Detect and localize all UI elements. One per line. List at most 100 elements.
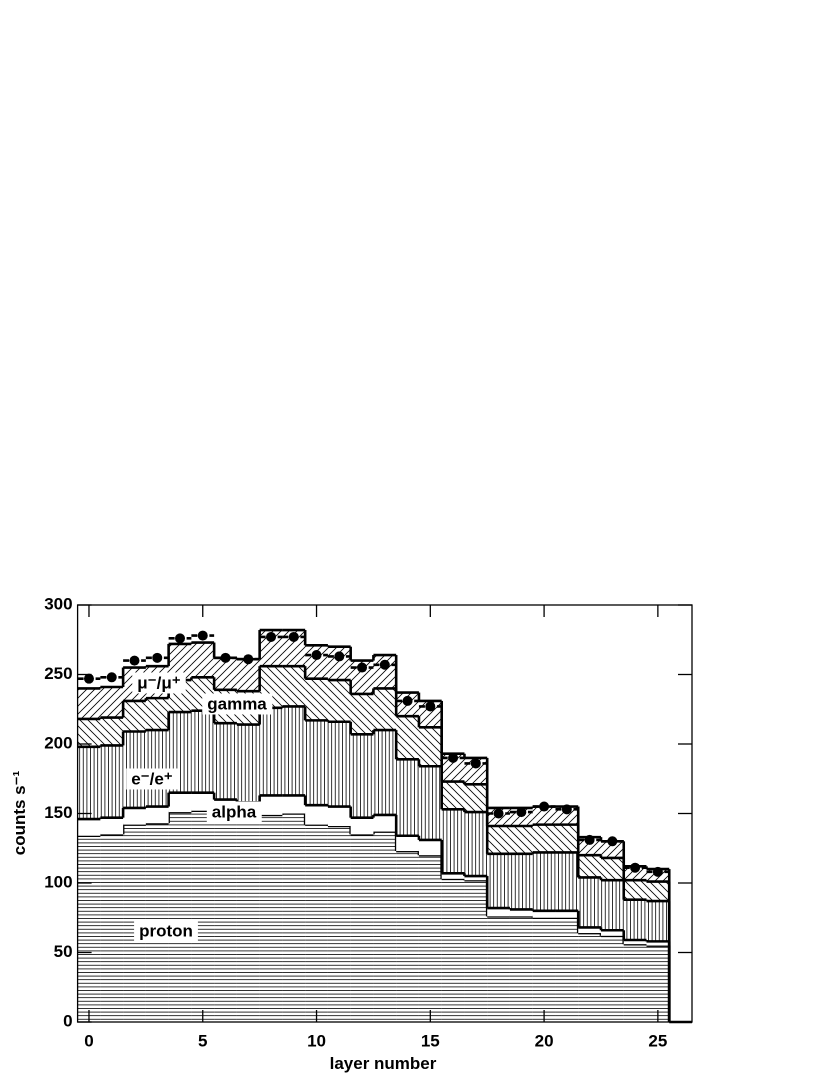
data-point	[425, 701, 436, 712]
histogram-segment	[259, 795, 283, 815]
data-point	[220, 652, 231, 663]
y-tick-label: 100	[44, 872, 72, 891]
histogram-segment	[350, 834, 374, 1022]
histogram-segment	[555, 917, 579, 1022]
data-point	[402, 695, 413, 706]
histogram-segment	[441, 809, 465, 874]
histogram-segment	[168, 643, 192, 681]
histogram-segment	[578, 877, 601, 928]
data-point	[539, 801, 550, 812]
histogram-segment	[464, 812, 488, 877]
histogram-segment	[532, 852, 556, 911]
y-tick-label: 150	[44, 803, 72, 822]
histogram-segment	[168, 812, 192, 1022]
histogram-segment	[259, 814, 283, 1022]
histogram-segment	[77, 688, 101, 719]
data-point	[129, 655, 140, 666]
histogram-segment	[600, 930, 624, 936]
histogram-segment	[555, 852, 579, 911]
histogram-segment	[214, 657, 237, 690]
data-point	[357, 662, 368, 673]
histogram-segment	[578, 837, 601, 856]
data-point	[152, 652, 163, 663]
histogram-segment	[77, 718, 101, 747]
data-point	[652, 866, 663, 877]
histogram-segment	[77, 819, 101, 836]
histogram-segment	[487, 853, 510, 909]
histogram-segment	[532, 806, 556, 825]
histogram-segment	[145, 730, 169, 807]
histogram-segment	[327, 826, 351, 1022]
histogram-segment	[191, 642, 215, 678]
data-point	[83, 673, 94, 684]
series-label: e⁻/e⁺	[131, 769, 173, 788]
y-tick-label: 300	[44, 594, 72, 613]
histogram-segment	[464, 784, 488, 813]
data-point	[607, 836, 618, 847]
histogram-segment	[646, 945, 670, 1022]
histogram-segment	[168, 792, 192, 813]
data-point	[470, 758, 481, 769]
histogram-segment	[646, 941, 670, 946]
x-tick-label: 25	[648, 1031, 667, 1050]
histogram-segment	[236, 659, 260, 692]
histogram-segment	[555, 910, 579, 918]
histogram-segment	[373, 655, 397, 689]
histogram-segment	[396, 716, 419, 760]
histogram-segment	[214, 816, 237, 1022]
histogram-segment	[305, 824, 328, 1022]
histogram-segment	[646, 881, 670, 902]
histogram-segment	[555, 806, 579, 825]
histogram-segment	[282, 630, 306, 667]
histogram-segment	[396, 759, 419, 836]
histogram-segment	[623, 939, 647, 945]
histogram-segment	[123, 807, 146, 825]
histogram-segment	[555, 824, 579, 853]
data-point	[379, 659, 390, 670]
x-tick-label: 15	[421, 1031, 440, 1050]
histogram-segment	[305, 678, 328, 721]
histogram-segment	[487, 916, 510, 1022]
histogram-segment	[191, 810, 215, 1022]
histogram-segment	[418, 855, 442, 1022]
histogram-segment	[350, 734, 374, 818]
label-background	[202, 693, 273, 715]
histogram-segment	[646, 901, 670, 942]
histogram-segment	[532, 910, 556, 918]
histogram-segment	[532, 917, 556, 1022]
y-tick-label: 250	[44, 664, 72, 683]
histogram-segment	[441, 873, 465, 879]
histogram-segment	[327, 680, 351, 722]
series-label: gamma	[207, 694, 267, 713]
histogram-segment	[214, 723, 237, 800]
histogram-segment	[282, 813, 306, 1022]
series-label: proton	[139, 921, 193, 940]
histogram-segment	[145, 698, 169, 731]
histogram-segment	[100, 687, 124, 718]
histogram-segment	[327, 646, 351, 681]
data-point	[266, 631, 277, 642]
label-background	[206, 801, 262, 823]
histogram-segment	[578, 933, 601, 1022]
data-point	[311, 650, 322, 661]
histogram-segment	[441, 753, 465, 782]
histogram-segment	[509, 916, 533, 1022]
histogram-segment	[487, 908, 510, 917]
y-tick-label: 50	[54, 942, 73, 961]
histogram-segment	[373, 688, 397, 731]
data-point	[493, 808, 504, 819]
histogram-segment	[418, 839, 442, 856]
data-point	[288, 631, 299, 642]
histogram-segment	[350, 693, 374, 735]
histogram-segment	[305, 805, 328, 825]
histogram-segment	[464, 876, 488, 881]
histogram-segment	[373, 831, 397, 1022]
histogram-segment	[305, 645, 328, 679]
histogram-segment	[418, 727, 442, 767]
histogram-segment	[600, 841, 624, 858]
data-point	[175, 633, 185, 644]
x-tick-label: 0	[84, 1031, 93, 1050]
histogram-segment	[418, 766, 442, 840]
